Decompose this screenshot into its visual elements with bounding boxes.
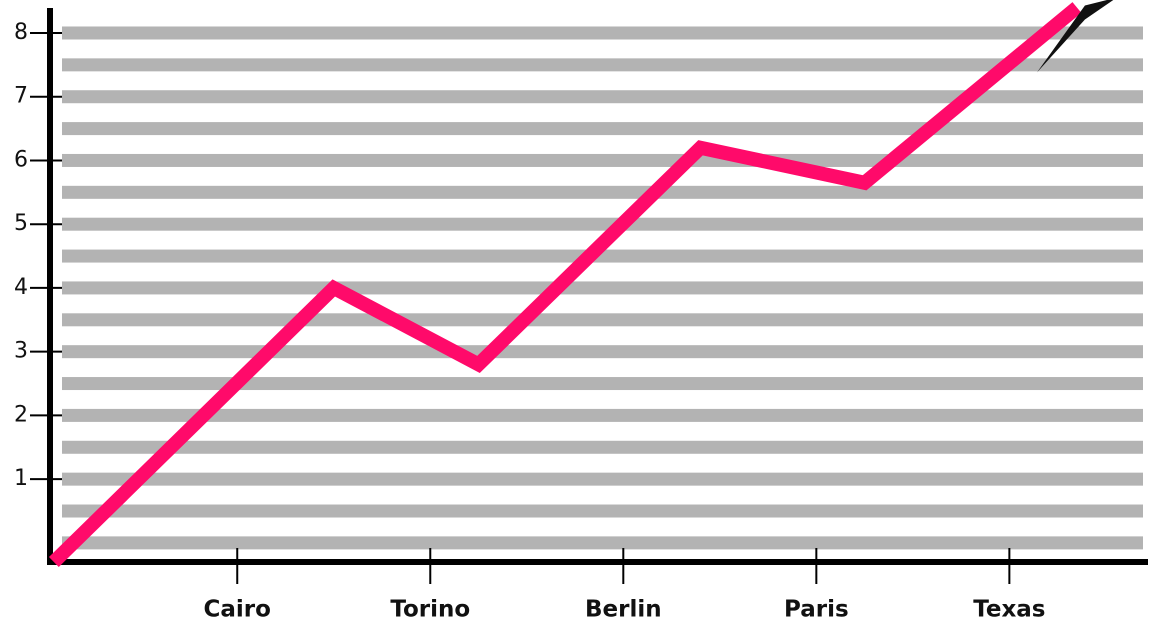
y-tick-label: 1 bbox=[14, 466, 28, 491]
stripe bbox=[62, 505, 1143, 518]
stripe bbox=[62, 313, 1143, 326]
grid-line bbox=[62, 26, 1143, 39]
grid-line bbox=[62, 345, 1143, 358]
stripe bbox=[62, 536, 1143, 549]
grid-line bbox=[62, 409, 1143, 422]
x-tick-label: Paris bbox=[784, 597, 849, 623]
stripe bbox=[62, 186, 1143, 199]
y-tick-label: 3 bbox=[14, 339, 28, 364]
y-tick-label: 7 bbox=[14, 84, 28, 109]
y-tick-label: 2 bbox=[14, 402, 28, 427]
grid-line bbox=[62, 473, 1143, 486]
chart: 1 2 3 4 5 6 7 8 Cairo Torino Berlin Paris Texas bbox=[0, 0, 1158, 628]
x-tick-label: Texas bbox=[973, 597, 1045, 623]
y-tick-label: 4 bbox=[14, 275, 28, 300]
y-tick-label: 6 bbox=[14, 147, 28, 172]
y-tick-label: 5 bbox=[14, 211, 28, 236]
x-tick-label: Torino bbox=[390, 597, 470, 623]
x-tick-label: Berlin bbox=[585, 597, 662, 623]
y-tick-label: 8 bbox=[14, 20, 28, 45]
stripe bbox=[62, 122, 1143, 135]
x-tick-label: Cairo bbox=[204, 597, 271, 623]
stripe bbox=[62, 441, 1143, 454]
stripe bbox=[62, 58, 1143, 71]
grid-line bbox=[62, 218, 1143, 231]
page: {"chart_data": {"type": "line", "x": [0.… bbox=[0, 0, 1158, 628]
grid-line bbox=[62, 154, 1143, 167]
grid-line bbox=[62, 281, 1143, 294]
